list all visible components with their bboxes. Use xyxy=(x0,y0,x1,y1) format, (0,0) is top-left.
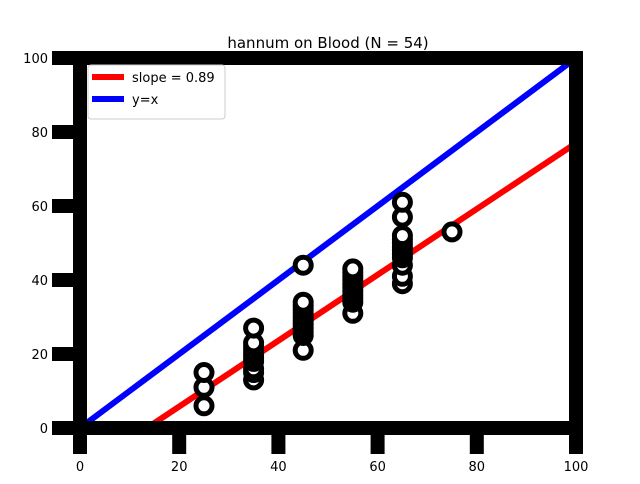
y-tick-mark xyxy=(52,125,80,139)
y-tick-mark xyxy=(52,273,80,287)
y-tick-mark xyxy=(52,421,80,435)
x-tick-mark xyxy=(172,428,187,454)
series-line-1 xyxy=(141,140,576,428)
data-point xyxy=(441,221,463,243)
data-point xyxy=(193,362,215,383)
series-line-2 xyxy=(80,58,576,428)
data-point xyxy=(243,317,265,339)
y-tick-label: 100 xyxy=(23,52,48,67)
x-tick-label: 20 xyxy=(171,460,188,475)
plot-lines xyxy=(80,58,576,428)
data-point xyxy=(391,225,413,247)
data-point xyxy=(342,258,364,280)
y-tick-mark xyxy=(52,199,80,213)
plot-points xyxy=(193,191,463,417)
data-point xyxy=(391,191,413,213)
x-tick-mark xyxy=(469,428,484,454)
data-point xyxy=(292,291,314,313)
y-tick-mark xyxy=(52,51,80,65)
y-tick-mark xyxy=(52,347,80,361)
plot-frame xyxy=(73,51,583,435)
x-tick-label: 40 xyxy=(270,460,287,475)
x-tick-mark xyxy=(569,428,583,454)
y-tick-label: 60 xyxy=(31,200,48,215)
chart-title: hannum on Blood (N = 54) xyxy=(227,34,428,52)
legend-label: y=x xyxy=(132,93,159,108)
x-tick-label: 100 xyxy=(564,460,589,475)
data-point xyxy=(292,254,314,276)
y-tick-label: 20 xyxy=(31,348,48,363)
x-tick-label: 60 xyxy=(369,460,386,475)
x-tick-mark xyxy=(271,428,286,454)
axis-ticks: 0 20 40 60 80 100 0 20 40 60 80 100 xyxy=(23,51,588,475)
legend: slope = 0.89 y=x xyxy=(87,64,226,120)
data-point xyxy=(193,395,215,417)
x-tick-label: 80 xyxy=(469,460,486,475)
legend-label: slope = 0.89 xyxy=(132,71,215,86)
y-tick-label: 80 xyxy=(31,126,48,141)
y-tick-label: 0 xyxy=(40,422,48,437)
y-tick-label: 40 xyxy=(31,274,48,289)
x-tick-mark xyxy=(370,428,385,454)
x-tick-label: 0 xyxy=(76,460,84,475)
